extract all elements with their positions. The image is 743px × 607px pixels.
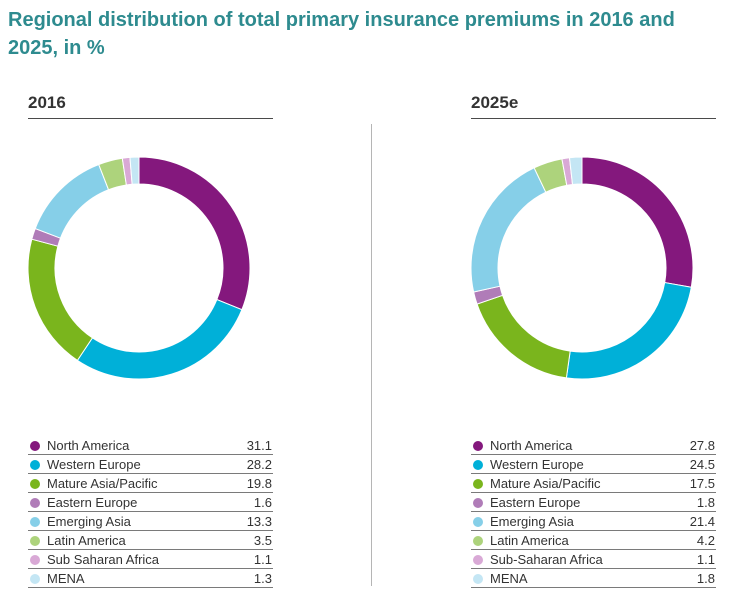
- legend-2025e: North America 27.8 Western Europe 24.5 Matur…: [471, 437, 716, 589]
- legend-label: Latin America: [490, 533, 569, 548]
- chart-title: Regional distribution of total primary i…: [8, 9, 675, 59]
- legend-label: North America: [490, 438, 573, 453]
- legend-value: 27.8: [689, 438, 715, 453]
- panel-divider: [371, 124, 372, 586]
- legend-value: 4.2: [696, 533, 715, 548]
- legend-item-emerging-asia: Emerging Asia 21.4: [471, 513, 716, 531]
- panel-year-label: 2025e: [471, 92, 716, 119]
- legend-item-eastern-europe: Eastern Europe 1.6: [28, 494, 273, 512]
- donut-slice-north-america: [581, 156, 694, 288]
- legend-swatch: [30, 573, 40, 584]
- legend-swatch: [473, 497, 483, 508]
- donut-slice-mena: [129, 156, 140, 185]
- legend-item-sub-saharan-africa: Sub-Saharan Africa 1.1: [471, 551, 716, 569]
- donut-slice-western-europe: [76, 298, 243, 380]
- legend-value: 24.5: [689, 457, 715, 472]
- legend-value: 1.1: [253, 552, 272, 567]
- legend-label: Eastern Europe: [47, 495, 138, 510]
- legend-item-eastern-europe: Eastern Europe 1.8: [471, 494, 716, 512]
- legend-swatch: [30, 440, 40, 451]
- panel-year-label: 2016: [28, 92, 273, 119]
- legend-item-north-america: North America 31.1: [28, 437, 273, 455]
- legend-item-mena: MENA 1.8: [471, 570, 716, 588]
- legend-item-western-europe: Western Europe 24.5: [471, 456, 716, 474]
- legend-value: 1.8: [696, 495, 715, 510]
- legend-2016: North America 31.1 Western Europe 28.2 Matur…: [28, 437, 273, 589]
- legend-label: Sub-Saharan Africa: [490, 552, 603, 567]
- donut-slice-emerging-asia: [471, 167, 547, 293]
- legend-value: 28.2: [246, 457, 272, 472]
- legend-value: 19.8: [246, 476, 272, 491]
- legend-swatch: [473, 440, 483, 451]
- legend-swatch: [30, 478, 40, 489]
- legend-label: North America: [47, 438, 130, 453]
- donut-chart-2016: [28, 156, 251, 380]
- legend-swatch: [473, 535, 483, 546]
- legend-swatch: [473, 459, 483, 470]
- legend-swatch: [473, 554, 483, 565]
- legend-value: 1.1: [696, 552, 715, 567]
- legend-item-latin-america: Latin America 4.2: [471, 532, 716, 550]
- legend-swatch: [30, 497, 40, 508]
- legend-value: 1.8: [696, 571, 715, 586]
- legend-value: 21.4: [689, 514, 715, 529]
- legend-item-sub-saharan-africa: Sub Saharan Africa 1.1: [28, 551, 273, 569]
- legend-label: Sub Saharan Africa: [47, 552, 160, 567]
- legend-value: 1.3: [253, 571, 272, 586]
- legend-label: MENA: [47, 571, 85, 586]
- chart-panel-2016: 2016 North America 31.1 Western Europe 28.2…: [28, 92, 273, 588]
- legend-item-north-america: North America 27.8: [471, 437, 716, 455]
- legend-value: 13.3: [246, 514, 272, 529]
- legend-label: MENA: [490, 571, 528, 586]
- donut-chart-2025e: [471, 156, 694, 380]
- legend-item-mature-asia-pacific: Mature Asia/Pacific 17.5: [471, 475, 716, 493]
- legend-item-mena: MENA 1.3: [28, 570, 273, 588]
- legend-label: Emerging Asia: [47, 514, 131, 529]
- legend-swatch: [30, 516, 40, 527]
- legend-label: Emerging Asia: [490, 514, 574, 529]
- legend-value: 31.1: [246, 438, 272, 453]
- legend-label: Western Europe: [47, 457, 141, 472]
- legend-label: Mature Asia/Pacific: [47, 476, 158, 491]
- donut-slice-western-europe: [565, 281, 692, 380]
- chart-panel-2025e: 2025e North America 27.8 Western Europe 24.…: [471, 92, 716, 588]
- legend-value: 1.6: [253, 495, 272, 510]
- legend-item-latin-america: Latin America 3.5: [28, 532, 273, 550]
- legend-label: Latin America: [47, 533, 126, 548]
- legend-label: Mature Asia/Pacific: [490, 476, 601, 491]
- donut-slice-mature-asia-pacific: [28, 238, 94, 362]
- legend-label: Eastern Europe: [490, 495, 581, 510]
- legend-value: 3.5: [253, 533, 272, 548]
- legend-item-emerging-asia: Emerging Asia 13.3: [28, 513, 273, 531]
- legend-item-western-europe: Western Europe 28.2: [28, 456, 273, 474]
- donut-slice-north-america: [138, 156, 251, 311]
- donut-slice-mena: [568, 156, 583, 186]
- legend-swatch: [30, 554, 40, 565]
- legend-swatch: [30, 459, 40, 470]
- legend-swatch: [30, 535, 40, 546]
- legend-swatch: [473, 478, 483, 489]
- legend-swatch: [473, 573, 483, 584]
- legend-value: 17.5: [689, 476, 715, 491]
- legend-label: Western Europe: [490, 457, 584, 472]
- donut-slice-emerging-asia: [34, 163, 110, 239]
- legend-swatch: [473, 516, 483, 527]
- legend-item-mature-asia-pacific: Mature Asia/Pacific 19.8: [28, 475, 273, 493]
- donut-slice-mature-asia-pacific: [476, 294, 571, 379]
